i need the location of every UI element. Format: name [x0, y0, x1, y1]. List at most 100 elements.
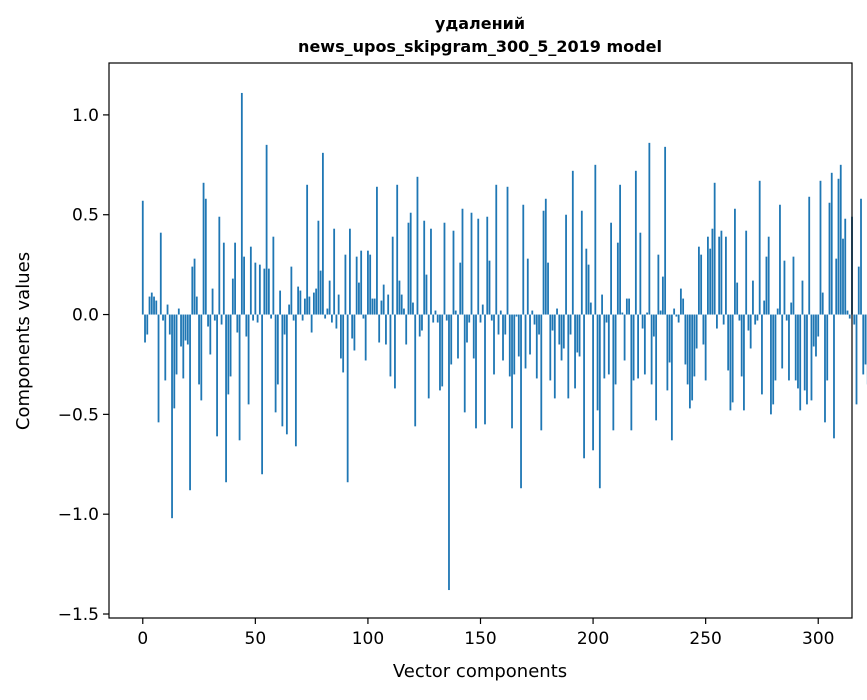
bar	[360, 251, 362, 315]
bar	[556, 309, 558, 315]
bar	[691, 315, 693, 401]
bar	[736, 283, 738, 315]
bar	[725, 237, 727, 315]
bar	[619, 185, 621, 315]
bar	[243, 257, 245, 315]
bar	[770, 315, 772, 415]
bar	[272, 237, 274, 315]
bar	[491, 315, 493, 321]
bar	[378, 315, 380, 343]
bar	[376, 187, 378, 315]
bar	[716, 315, 718, 329]
bar	[567, 315, 569, 399]
bar	[160, 233, 162, 315]
bar	[615, 315, 617, 385]
bar	[579, 315, 581, 357]
bar	[732, 315, 734, 403]
bar	[826, 315, 828, 381]
bar	[612, 315, 614, 431]
bar	[630, 315, 632, 431]
bar	[606, 315, 608, 323]
bar	[437, 315, 439, 323]
bar	[453, 231, 455, 315]
bar	[552, 315, 554, 331]
bar	[626, 299, 628, 315]
bar	[450, 315, 452, 365]
bar	[603, 315, 605, 379]
bar	[644, 315, 646, 375]
y-tick-label: −1.5	[58, 605, 99, 625]
bar	[403, 309, 405, 315]
bar	[446, 315, 448, 321]
bar	[527, 259, 529, 315]
bar	[581, 211, 583, 315]
bar	[549, 315, 551, 381]
bar	[838, 179, 840, 315]
bar	[477, 219, 479, 315]
bar	[412, 303, 414, 315]
bar	[221, 315, 223, 325]
bar	[227, 315, 229, 395]
bar	[198, 315, 200, 385]
bar	[347, 315, 349, 483]
bar	[191, 267, 193, 315]
bar	[245, 315, 247, 337]
bar	[822, 293, 824, 315]
bar	[775, 315, 777, 381]
bar	[405, 315, 407, 345]
bar	[295, 315, 297, 447]
bar	[790, 303, 792, 315]
bar	[547, 263, 549, 315]
bar	[250, 247, 252, 315]
bar	[466, 315, 468, 343]
bar	[513, 315, 515, 375]
bar	[248, 315, 250, 405]
bar	[281, 315, 283, 427]
bar	[399, 281, 401, 315]
bar	[795, 315, 797, 381]
bar	[489, 261, 491, 315]
bar	[831, 173, 833, 315]
bar	[430, 229, 432, 315]
bar	[164, 315, 166, 381]
bar	[635, 171, 637, 315]
x-axis-label: Vector components	[393, 661, 567, 682]
bar	[536, 315, 538, 379]
bar	[597, 315, 599, 411]
bar	[308, 297, 310, 315]
bar	[410, 213, 412, 315]
bar	[236, 315, 238, 333]
bar	[853, 315, 855, 325]
bar	[705, 315, 707, 381]
bar	[167, 305, 169, 315]
bar	[675, 315, 677, 317]
bar	[320, 271, 322, 315]
bar	[849, 315, 851, 319]
bar	[299, 291, 301, 315]
bar	[304, 299, 306, 315]
bar	[333, 229, 335, 315]
bar	[342, 315, 344, 373]
bar	[576, 315, 578, 353]
bar	[601, 295, 603, 315]
bar	[475, 315, 477, 429]
bar	[624, 315, 626, 361]
bar	[752, 281, 754, 315]
y-tick-label: 0.5	[72, 206, 99, 226]
bar	[259, 265, 261, 315]
bar	[387, 295, 389, 315]
bar	[290, 267, 292, 315]
bar	[583, 315, 585, 459]
bar	[369, 255, 371, 315]
bar	[599, 315, 601, 489]
bar	[745, 231, 747, 315]
bar	[207, 315, 209, 327]
bar	[574, 315, 576, 389]
bar	[741, 315, 743, 377]
bar	[804, 315, 806, 391]
bar	[146, 315, 148, 335]
bar	[173, 315, 175, 409]
bar	[802, 281, 804, 315]
